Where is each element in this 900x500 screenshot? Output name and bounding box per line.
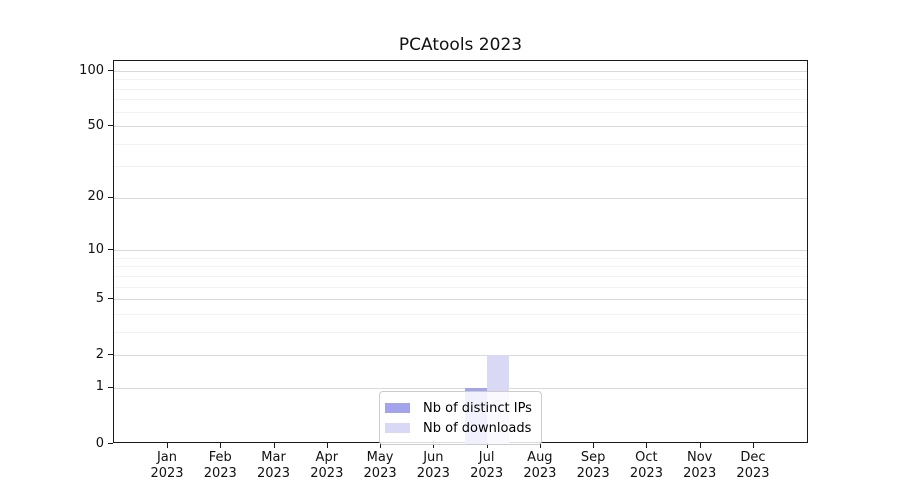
x-tick-label-year: 2023 — [629, 466, 663, 481]
y-gridline-major — [114, 71, 807, 72]
legend-entry-distinct-ips: Nb of distinct IPs — [385, 398, 532, 418]
y-gridline-minor — [114, 166, 807, 168]
x-tick-label-year: 2023 — [683, 466, 717, 481]
x-tick-mark — [326, 443, 328, 448]
x-tick-label: Jul 2023 — [457, 450, 517, 482]
x-tick-label-year: 2023 — [150, 466, 184, 481]
y-tick-mark — [108, 354, 113, 356]
y-gridline-minor — [114, 266, 807, 268]
x-tick-label: Nov 2023 — [670, 450, 730, 482]
y-gridline-minor — [114, 88, 807, 90]
x-tick-label: Apr 2023 — [297, 450, 357, 482]
y-gridline-minor — [114, 275, 807, 277]
plot-area — [113, 59, 808, 444]
x-tick-mark — [167, 443, 168, 448]
x-tick-mark — [752, 443, 754, 448]
legend-label-downloads: Nb of downloads — [423, 420, 532, 436]
x-tick-mark — [380, 443, 382, 448]
x-tick-label-year: 2023 — [470, 466, 504, 481]
y-tick-label: 1 — [95, 379, 104, 395]
x-tick-label: Oct 2023 — [616, 450, 676, 482]
x-tick-label: Feb 2023 — [190, 450, 250, 482]
y-gridline-major — [114, 126, 807, 128]
x-tick-label-year: 2023 — [256, 466, 291, 481]
y-tick-mark — [108, 443, 113, 444]
x-tick-label: Sep 2023 — [563, 450, 623, 482]
x-tick-label-year: 2023 — [310, 466, 344, 481]
x-tick-mark — [699, 443, 701, 448]
legend-swatch-distinct-ips — [385, 403, 410, 413]
x-tick-mark — [486, 443, 488, 448]
y-tick-label: 2 — [95, 346, 104, 362]
x-tick-label-year: 2023 — [576, 466, 610, 481]
y-gridline-minor — [114, 143, 807, 145]
y-tick-mark — [108, 298, 113, 300]
x-tick-label: Mar 2023 — [244, 450, 304, 482]
y-gridline-major — [114, 387, 807, 389]
x-tick-label-year: 2023 — [523, 466, 557, 481]
x-tick-mark — [539, 443, 541, 448]
x-tick-mark — [646, 443, 648, 448]
x-tick-label: Dec 2023 — [723, 450, 783, 482]
legend-entry-downloads: Nb of downloads — [385, 418, 532, 438]
y-gridline-minor — [114, 257, 807, 259]
legend-label-distinct-ips: Nb of distinct IPs — [423, 400, 532, 416]
chart-title: PCAtools 2023 — [398, 35, 523, 55]
y-tick-label: 5 — [95, 290, 104, 306]
y-tick-mark — [108, 196, 113, 198]
y-gridline-minor — [114, 331, 807, 333]
x-tick-mark — [433, 443, 435, 448]
x-tick-mark — [273, 443, 275, 448]
y-tick-label: 50 — [87, 117, 104, 133]
y-gridline-major — [114, 197, 807, 199]
x-tick-label-year: 2023 — [203, 466, 237, 481]
x-tick-label: Jun 2023 — [403, 450, 463, 482]
y-gridline-major — [114, 299, 807, 301]
legend: Nb of distinct IPs Nb of downloads — [379, 391, 542, 445]
y-gridline-minor — [114, 111, 807, 113]
y-tick-label: 20 — [87, 189, 104, 205]
y-tick-mark — [108, 125, 113, 127]
y-tick-mark — [108, 386, 113, 388]
y-gridline-minor — [114, 286, 807, 288]
y-tick-mark — [108, 70, 113, 71]
x-tick-label: May 2023 — [350, 450, 410, 482]
x-tick-mark — [220, 443, 222, 448]
x-tick-mark — [593, 443, 595, 448]
y-tick-label: 100 — [79, 62, 104, 78]
y-gridline-minor — [114, 313, 807, 315]
x-tick-label-year: 2023 — [363, 466, 397, 481]
x-tick-label: Jan 2023 — [137, 450, 197, 482]
y-tick-label: 0 — [95, 435, 104, 451]
y-tick-label: 10 — [87, 241, 104, 257]
y-gridline-major — [114, 355, 807, 357]
legend-swatch-downloads — [385, 423, 410, 433]
y-gridline-minor — [114, 79, 807, 81]
y-gridline-minor — [114, 99, 807, 101]
x-tick-label-year: 2023 — [736, 466, 770, 481]
x-tick-label: Aug 2023 — [510, 450, 570, 482]
x-tick-label-year: 2023 — [416, 466, 450, 481]
y-tick-mark — [108, 249, 113, 251]
y-gridline-major — [114, 250, 807, 252]
